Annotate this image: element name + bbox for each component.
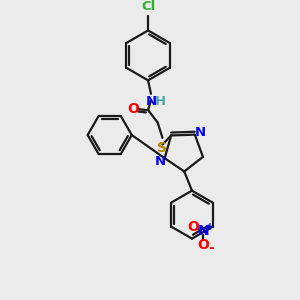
Text: +: +: [206, 222, 214, 232]
Text: O: O: [197, 238, 209, 252]
Text: O: O: [188, 220, 200, 234]
Text: S: S: [158, 141, 167, 155]
Text: O: O: [127, 102, 139, 116]
Text: -: -: [208, 241, 214, 255]
Text: H: H: [155, 95, 166, 108]
Text: N: N: [155, 154, 166, 168]
Text: N: N: [195, 126, 206, 139]
Text: Cl: Cl: [141, 0, 155, 13]
Text: N: N: [146, 95, 157, 108]
Text: N: N: [197, 224, 209, 239]
